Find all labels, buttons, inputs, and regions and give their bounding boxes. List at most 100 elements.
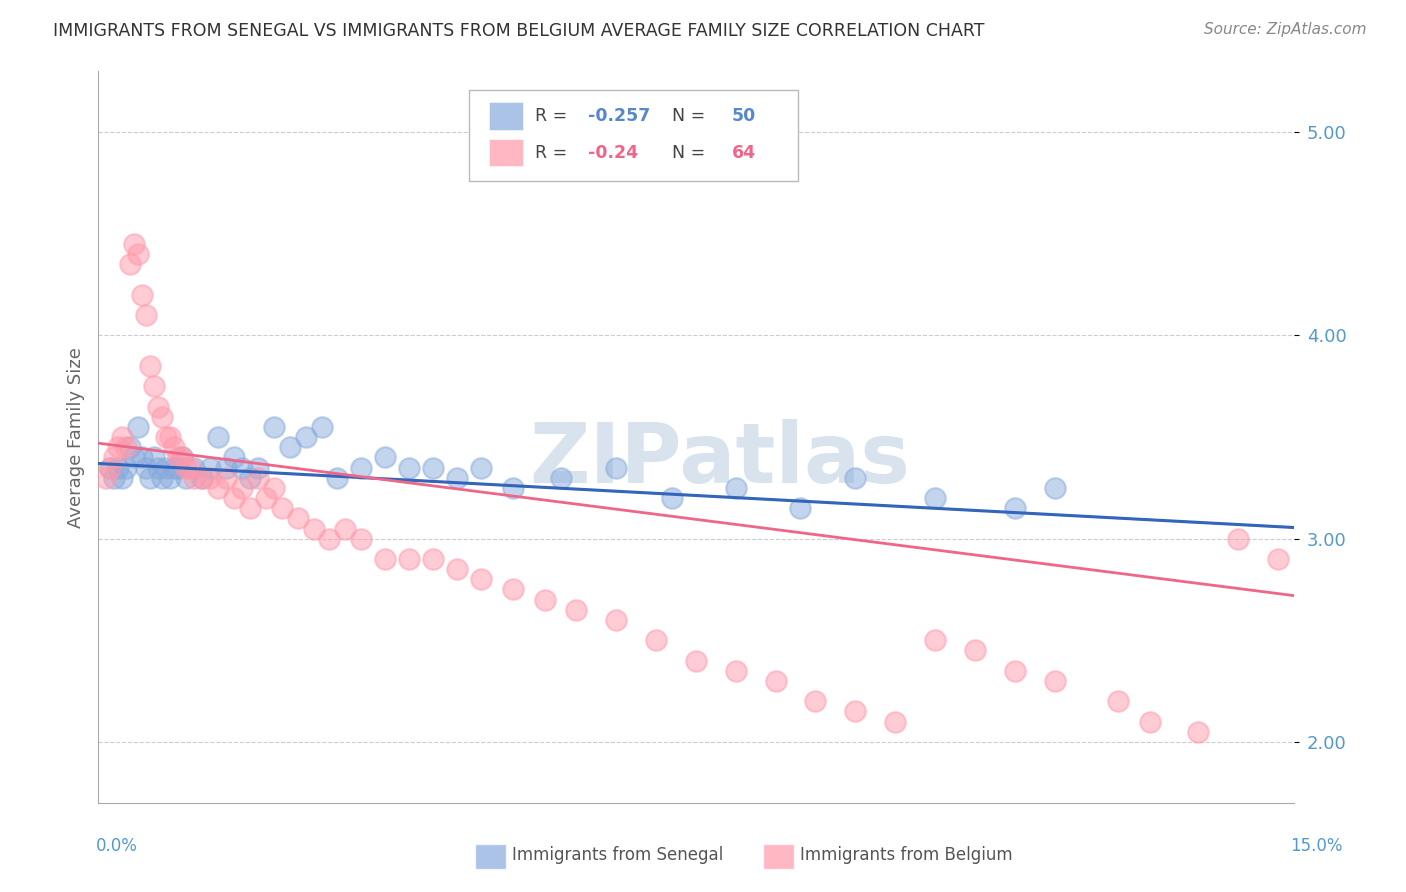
Point (155, 460, 177, 475)
Point (159, 430, 181, 444)
Point (685, 654, 707, 668)
Text: 15.0%: 15.0% (1291, 837, 1343, 855)
Point (143, 450, 166, 465)
Point (550, 471, 572, 485)
Point (191, 471, 214, 485)
Point (143, 379, 166, 393)
Point (183, 471, 205, 485)
Point (374, 552, 396, 566)
Point (111, 471, 134, 485)
Point (115, 440, 138, 454)
Point (1004, 501, 1026, 516)
Text: 50: 50 (733, 107, 756, 125)
Point (159, 471, 181, 485)
Point (135, 460, 157, 475)
Point (374, 450, 396, 465)
Point (198, 471, 221, 485)
Point (311, 420, 333, 434)
Point (1267, 552, 1289, 566)
Point (287, 511, 309, 525)
Point (155, 430, 177, 444)
Point (131, 450, 153, 465)
Point (120, 440, 142, 454)
Point (98, 460, 122, 475)
Point (207, 430, 229, 444)
Point (318, 532, 340, 546)
Point (107, 460, 129, 475)
Point (174, 471, 197, 485)
Point (645, 633, 668, 648)
Point (724, 481, 747, 495)
Point (446, 471, 468, 485)
Point (1226, 532, 1249, 546)
Point (222, 450, 245, 465)
Point (1043, 673, 1066, 688)
Point (765, 673, 787, 688)
Point (398, 552, 420, 566)
Point (231, 481, 253, 495)
Point (163, 440, 186, 454)
Text: Immigrants from Senegal: Immigrants from Senegal (512, 846, 723, 863)
Point (115, 460, 138, 475)
Point (246, 460, 269, 475)
Point (924, 633, 946, 648)
Point (789, 501, 811, 516)
Point (131, 288, 153, 302)
Text: IMMIGRANTS FROM SENEGAL VS IMMIGRANTS FROM BELGIUM AVERAGE FAMILY SIZE CORRELATI: IMMIGRANTS FROM SENEGAL VS IMMIGRANTS FR… (53, 22, 986, 40)
Point (270, 501, 292, 516)
Point (350, 532, 373, 546)
Point (174, 460, 197, 475)
Point (470, 460, 492, 475)
Point (254, 491, 277, 505)
Point (239, 471, 262, 485)
Point (302, 521, 325, 535)
Point (804, 694, 827, 708)
Point (120, 257, 142, 271)
Point (150, 409, 173, 424)
Point (246, 471, 269, 485)
Point (844, 471, 866, 485)
Text: -0.257: -0.257 (589, 107, 651, 125)
Point (398, 460, 420, 475)
Text: 64: 64 (733, 144, 756, 161)
Y-axis label: Average Family Size: Average Family Size (66, 347, 84, 527)
Point (127, 247, 149, 261)
Point (222, 491, 245, 505)
Text: R =: R = (534, 144, 572, 161)
FancyBboxPatch shape (489, 138, 523, 167)
Point (124, 450, 146, 465)
Point (148, 460, 170, 475)
Point (215, 471, 238, 485)
Point (502, 582, 524, 597)
Point (565, 603, 588, 617)
Point (167, 450, 190, 465)
Point (1043, 481, 1066, 495)
Text: Source: ZipAtlas.com: Source: ZipAtlas.com (1204, 22, 1367, 37)
Point (239, 501, 262, 516)
Point (278, 440, 301, 454)
Point (139, 359, 162, 373)
Point (96, 471, 118, 485)
Point (139, 471, 162, 485)
Point (150, 471, 173, 485)
Point (111, 430, 134, 444)
Point (231, 460, 253, 475)
Point (167, 460, 190, 475)
Point (605, 613, 627, 627)
Point (1139, 714, 1161, 729)
Point (924, 491, 946, 505)
Point (1107, 694, 1129, 708)
Point (263, 420, 285, 434)
Text: N =: N = (672, 144, 711, 161)
FancyBboxPatch shape (470, 90, 797, 181)
Point (263, 481, 285, 495)
Point (1187, 724, 1209, 739)
Point (163, 460, 186, 475)
Point (172, 450, 194, 465)
Text: -0.24: -0.24 (589, 144, 638, 161)
Point (183, 460, 205, 475)
Point (963, 643, 986, 657)
Point (127, 420, 149, 434)
Text: N =: N = (672, 107, 711, 125)
Text: 0.0%: 0.0% (96, 837, 138, 855)
